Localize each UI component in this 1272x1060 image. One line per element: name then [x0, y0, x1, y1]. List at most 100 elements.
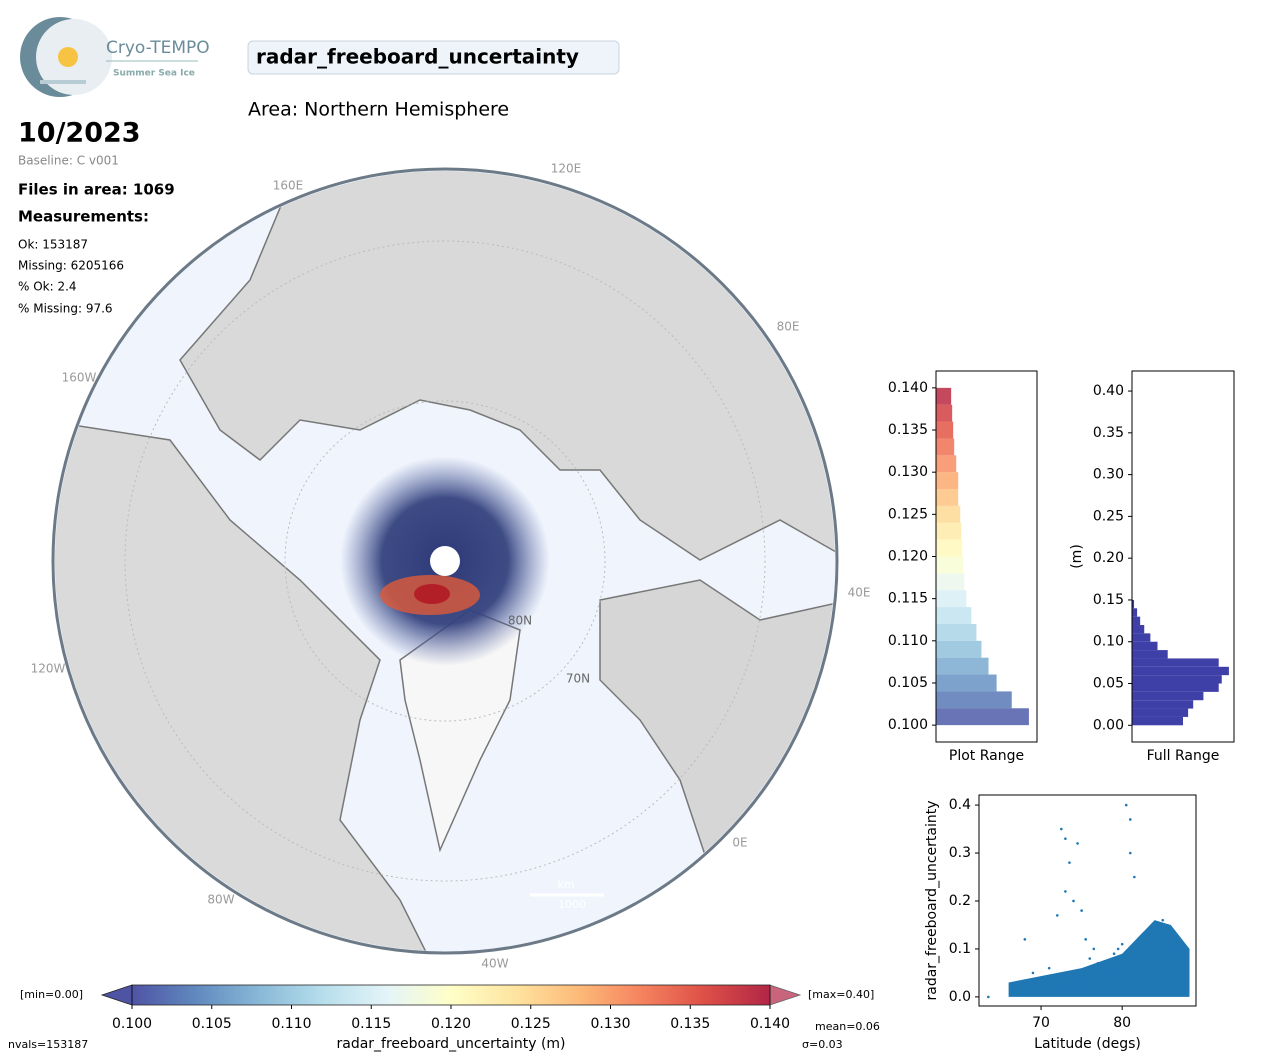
- y-tick-label: 0.140: [888, 380, 928, 396]
- y-tick-label: 0.35: [1093, 425, 1124, 441]
- sigma-label: σ=0.03: [802, 1038, 843, 1051]
- bar: [936, 556, 964, 574]
- y-tick-label: 0.105: [888, 675, 928, 691]
- axis-label: radar_freeboard_uncertainty (m): [336, 1036, 565, 1052]
- area: Area: Northern Hemisphere: [248, 99, 509, 121]
- point: [1112, 952, 1116, 956]
- bar: [936, 539, 963, 557]
- point: [1141, 938, 1144, 941]
- bar: [936, 708, 1029, 726]
- y-tick-label: 0.125: [888, 506, 928, 522]
- bar: [1132, 666, 1229, 676]
- point: [1065, 985, 1069, 989]
- point: [1161, 918, 1165, 922]
- point: [1177, 942, 1181, 946]
- min-label: [min=0.00]: [20, 988, 83, 1001]
- stat: Ok: 153187: [18, 238, 88, 252]
- point: [1068, 861, 1071, 864]
- point: [987, 995, 990, 999]
- bar: [1132, 616, 1141, 626]
- point: [1088, 957, 1092, 960]
- y-tick-label: 0.110: [888, 633, 928, 649]
- bar: [1132, 650, 1168, 659]
- bar: [936, 607, 972, 624]
- x-tick-label: 0.130: [590, 1016, 630, 1032]
- extend-max: [769, 984, 802, 1006]
- bar: [936, 404, 953, 422]
- graticule-label: 80E: [777, 320, 800, 334]
- y-tick-label: 0.0: [949, 989, 971, 1005]
- graticule-label: 0E: [732, 836, 747, 850]
- bar: [1132, 633, 1151, 642]
- point: [1127, 976, 1130, 980]
- stat: % Ok: 2.4: [18, 280, 77, 294]
- point: [1161, 938, 1165, 941]
- x-axis-label: Plot Range: [949, 748, 1024, 764]
- stat: Missing: 6205166: [18, 259, 124, 273]
- date: 10/2023: [18, 118, 141, 149]
- map: [51, 167, 839, 955]
- bar: [936, 522, 962, 540]
- point: [1076, 842, 1079, 845]
- nvals-label: nvals=153187: [8, 1038, 88, 1051]
- y-tick-label: 0.40: [1093, 383, 1124, 399]
- scale-unit: km: [557, 878, 574, 891]
- bar: [936, 573, 965, 591]
- graticule-label: 80N: [508, 614, 532, 628]
- y-tick-label: 0.4: [949, 797, 971, 813]
- y-tick-label: 0.00: [1093, 717, 1124, 733]
- bar: [936, 455, 957, 473]
- mean-label: mean=0.06: [815, 1020, 880, 1033]
- point: [1169, 933, 1173, 936]
- point: [1055, 990, 1059, 994]
- logo-subtitle: Summer Sea Ice: [113, 69, 195, 79]
- point: [1019, 981, 1023, 984]
- x-tick-label: 0.115: [351, 1016, 391, 1032]
- point: [1173, 938, 1177, 941]
- point: [1064, 837, 1067, 840]
- logo: Cryo-TEMPO Summer Sea Ice: [20, 17, 210, 97]
- y-tick-label: 0.2: [949, 893, 971, 909]
- point: [1104, 971, 1108, 975]
- point: [1153, 928, 1156, 932]
- graticule-label: 80W: [207, 893, 234, 907]
- y-tick-label: 0.30: [1093, 467, 1124, 483]
- point: [1124, 803, 1128, 807]
- point: [1060, 827, 1063, 831]
- y-tick-label: 0.15: [1093, 592, 1124, 608]
- point: [1072, 899, 1075, 903]
- point: [1153, 981, 1156, 984]
- point: [1080, 909, 1083, 912]
- title: radar_freeboard_uncertainty: [256, 45, 579, 69]
- bar: [936, 590, 967, 608]
- bar: [1132, 675, 1222, 684]
- colorbar: [131, 984, 771, 1006]
- point: [1120, 942, 1124, 946]
- x-tick-label: 0.110: [271, 1016, 311, 1032]
- y-axis-label: (m): [1069, 544, 1085, 569]
- bar: [1132, 691, 1204, 701]
- y-tick-label: 0.100: [888, 717, 928, 733]
- bar: [936, 640, 982, 658]
- point: [1084, 938, 1087, 941]
- bar: [1132, 700, 1194, 709]
- point: [1128, 966, 1132, 970]
- point-cloud-envelope: [1008, 920, 1190, 997]
- graticule-label: 160W: [62, 371, 97, 385]
- graticule-label: 40W: [481, 957, 508, 971]
- bar: [936, 674, 997, 692]
- extend-min: [100, 984, 133, 1006]
- point: [1108, 962, 1112, 965]
- point: [1185, 952, 1189, 956]
- y-axis-label: radar_freeboard_uncertainty: [924, 800, 940, 1000]
- bar: [936, 691, 1012, 709]
- x-tick-label: 0.140: [750, 1016, 790, 1032]
- graticule-label: 40E: [848, 586, 871, 600]
- point: [1096, 962, 1100, 965]
- point: [1100, 966, 1104, 970]
- bar: [936, 438, 955, 456]
- y-tick-label: 0.120: [888, 549, 928, 565]
- x-tick-label: 0.125: [511, 1016, 551, 1032]
- point: [1137, 947, 1140, 951]
